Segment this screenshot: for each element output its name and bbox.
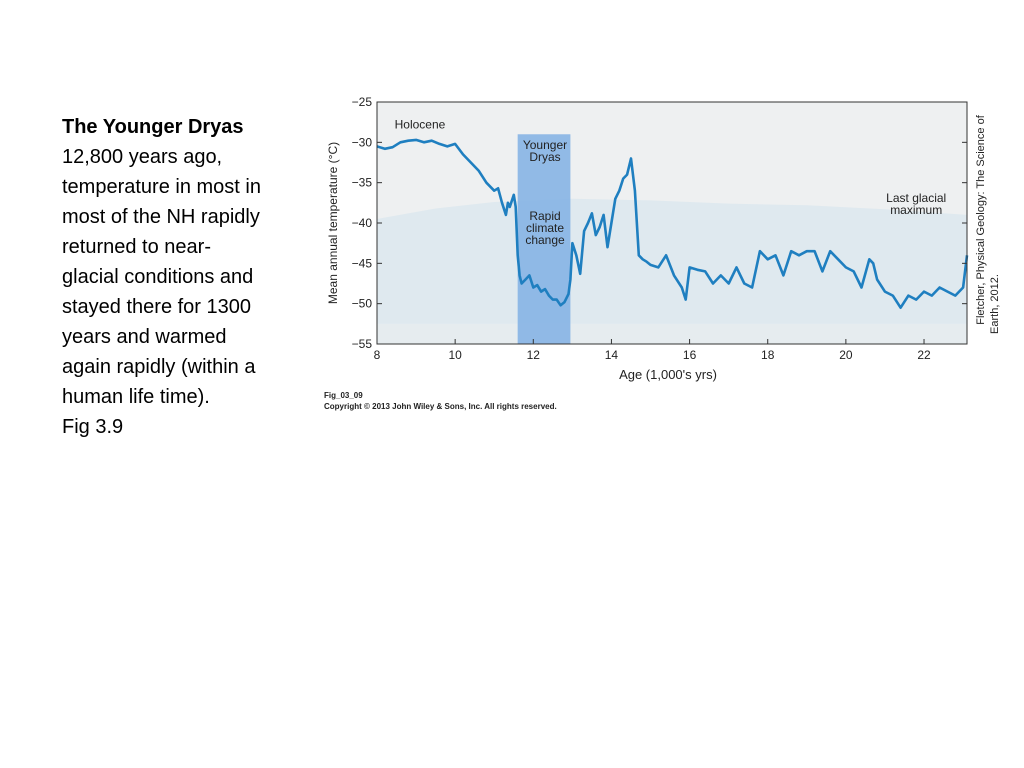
x-tick-label: 10 — [448, 348, 462, 362]
body-line: glacial conditions and — [62, 266, 254, 288]
x-axis-label: Age (1,000's yrs) — [619, 367, 717, 382]
figure-id: Fig_03_09 — [324, 391, 363, 400]
x-tick-label: 22 — [917, 348, 931, 362]
x-tick-label: 16 — [683, 348, 697, 362]
body-line: most of the NH rapidly — [62, 206, 260, 228]
younger-dryas-band — [517, 134, 571, 344]
chart-annotation: climate — [526, 221, 564, 235]
x-tick-label: 8 — [374, 348, 381, 362]
body-line: years and warmed — [62, 326, 227, 348]
y-tick-label: −50 — [352, 297, 373, 311]
figure-copyright: Copyright © 2013 John Wiley & Sons, Inc.… — [324, 402, 557, 411]
temperature-series-line — [376, 138, 969, 309]
chart-annotation: Rapid — [529, 209, 560, 223]
snow-foreground — [377, 323, 967, 344]
temperature-chart: −25 −30 −35 −40 −45 −50 −558 10 12 14 16 18 20 22 Hol… — [326, 95, 1001, 382]
figure-reference: Fig 3.9 — [62, 416, 124, 438]
slide-text-block: The Younger Dryas 12,800 years ago, temp… — [62, 112, 312, 442]
figure-credit-line: Fletcher, Physical Geology: The Science … — [975, 114, 987, 324]
series-layer — [376, 138, 969, 309]
y-tick-label: −35 — [352, 176, 373, 190]
x-tick-label: 14 — [605, 348, 619, 362]
body-line: human life time). — [62, 386, 210, 408]
chart-annotation: Holocene — [395, 118, 446, 132]
x-tick-label: 18 — [761, 348, 775, 362]
y-axis-label: Mean annual temperature (°C) — [326, 142, 340, 304]
band-layer — [517, 134, 571, 344]
y-tick-label: −25 — [352, 95, 373, 109]
body-line: 12,800 years ago, — [62, 146, 223, 168]
y-tick-label: −40 — [352, 216, 373, 230]
ice-sheet-background — [377, 198, 967, 324]
chart-annotation: Last glacial — [886, 191, 946, 205]
y-tick-label: −45 — [352, 256, 373, 270]
body-line: again rapidly (within a — [62, 356, 256, 378]
chart-annotation: change — [525, 233, 565, 247]
temperature-figure: −25 −30 −35 −40 −45 −50 −55 8 10 12 14 16 18 20 22 Hol… — [322, 92, 1002, 422]
body-line: temperature in most in — [62, 176, 261, 198]
x-tick-label: 20 — [839, 348, 853, 362]
chart-annotation: maximum — [890, 203, 942, 217]
y-tick-label: −30 — [352, 135, 373, 149]
chart-annotation: Dryas — [529, 150, 560, 164]
axis-layer: −25 −30 −35 −40 −45 −50 −558 10 12 14 16 18 20 22 — [352, 95, 968, 362]
chart-background — [377, 102, 967, 344]
body-line: stayed there for 1300 — [62, 296, 252, 318]
chart-annotation: Younger — [523, 138, 567, 152]
y-tick-label: −55 — [352, 337, 373, 351]
body-line: returned to near- — [62, 236, 211, 258]
figure-credit-line: Earth, 2012. — [989, 274, 1001, 334]
x-tick-label: 12 — [527, 348, 541, 362]
slide-title: The Younger Dryas — [62, 116, 244, 138]
